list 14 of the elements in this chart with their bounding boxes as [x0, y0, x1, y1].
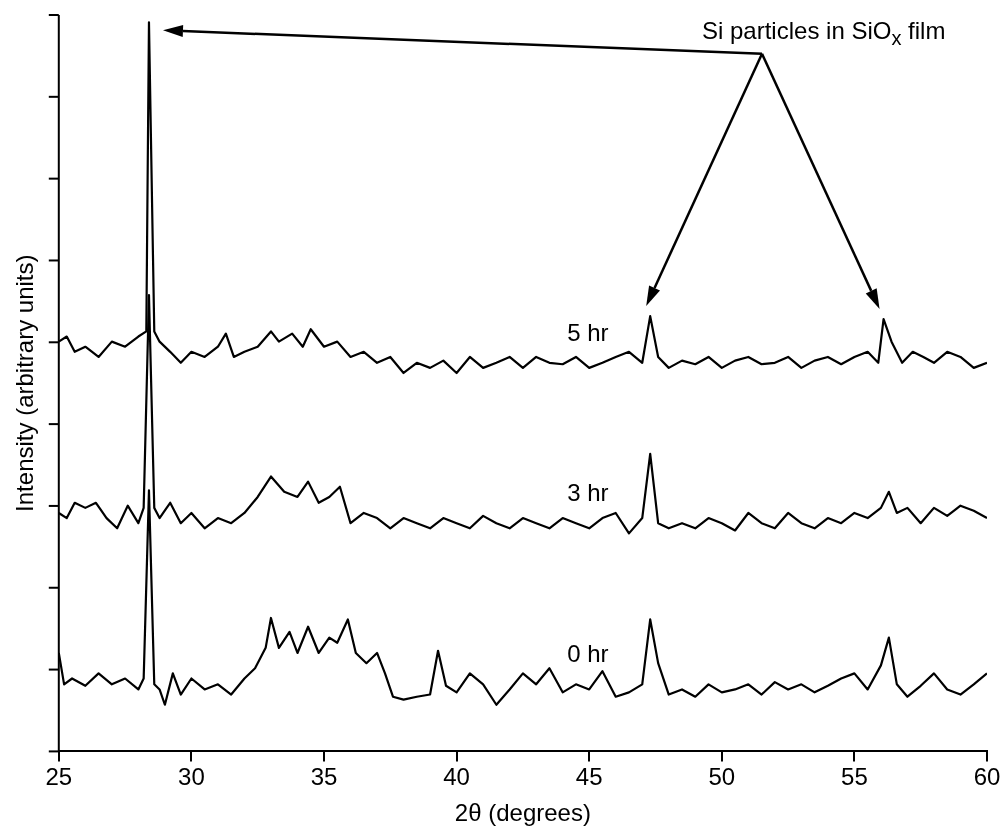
series-label: 0 hr: [567, 640, 609, 668]
series-label: 5 hr: [567, 318, 609, 346]
x-tick-label: 55: [841, 763, 868, 791]
x-tick-label: 60: [973, 763, 1001, 791]
x-tick-label: 30: [178, 763, 205, 791]
x-tick-label: 25: [45, 763, 73, 791]
annotation: Si particles in SiO$_{x}$ film: [702, 17, 946, 50]
y-axis-title: Intensity (arbitrary units): [11, 254, 39, 512]
x-tick-label: 40: [443, 763, 470, 791]
x-tick-label: 45: [575, 763, 603, 791]
x-tick-label: 35: [310, 763, 338, 791]
x-axis-title: 2θ (degrees): [454, 799, 591, 827]
x-tick-label: 50: [708, 763, 736, 791]
series-label: 3 hr: [567, 478, 609, 506]
